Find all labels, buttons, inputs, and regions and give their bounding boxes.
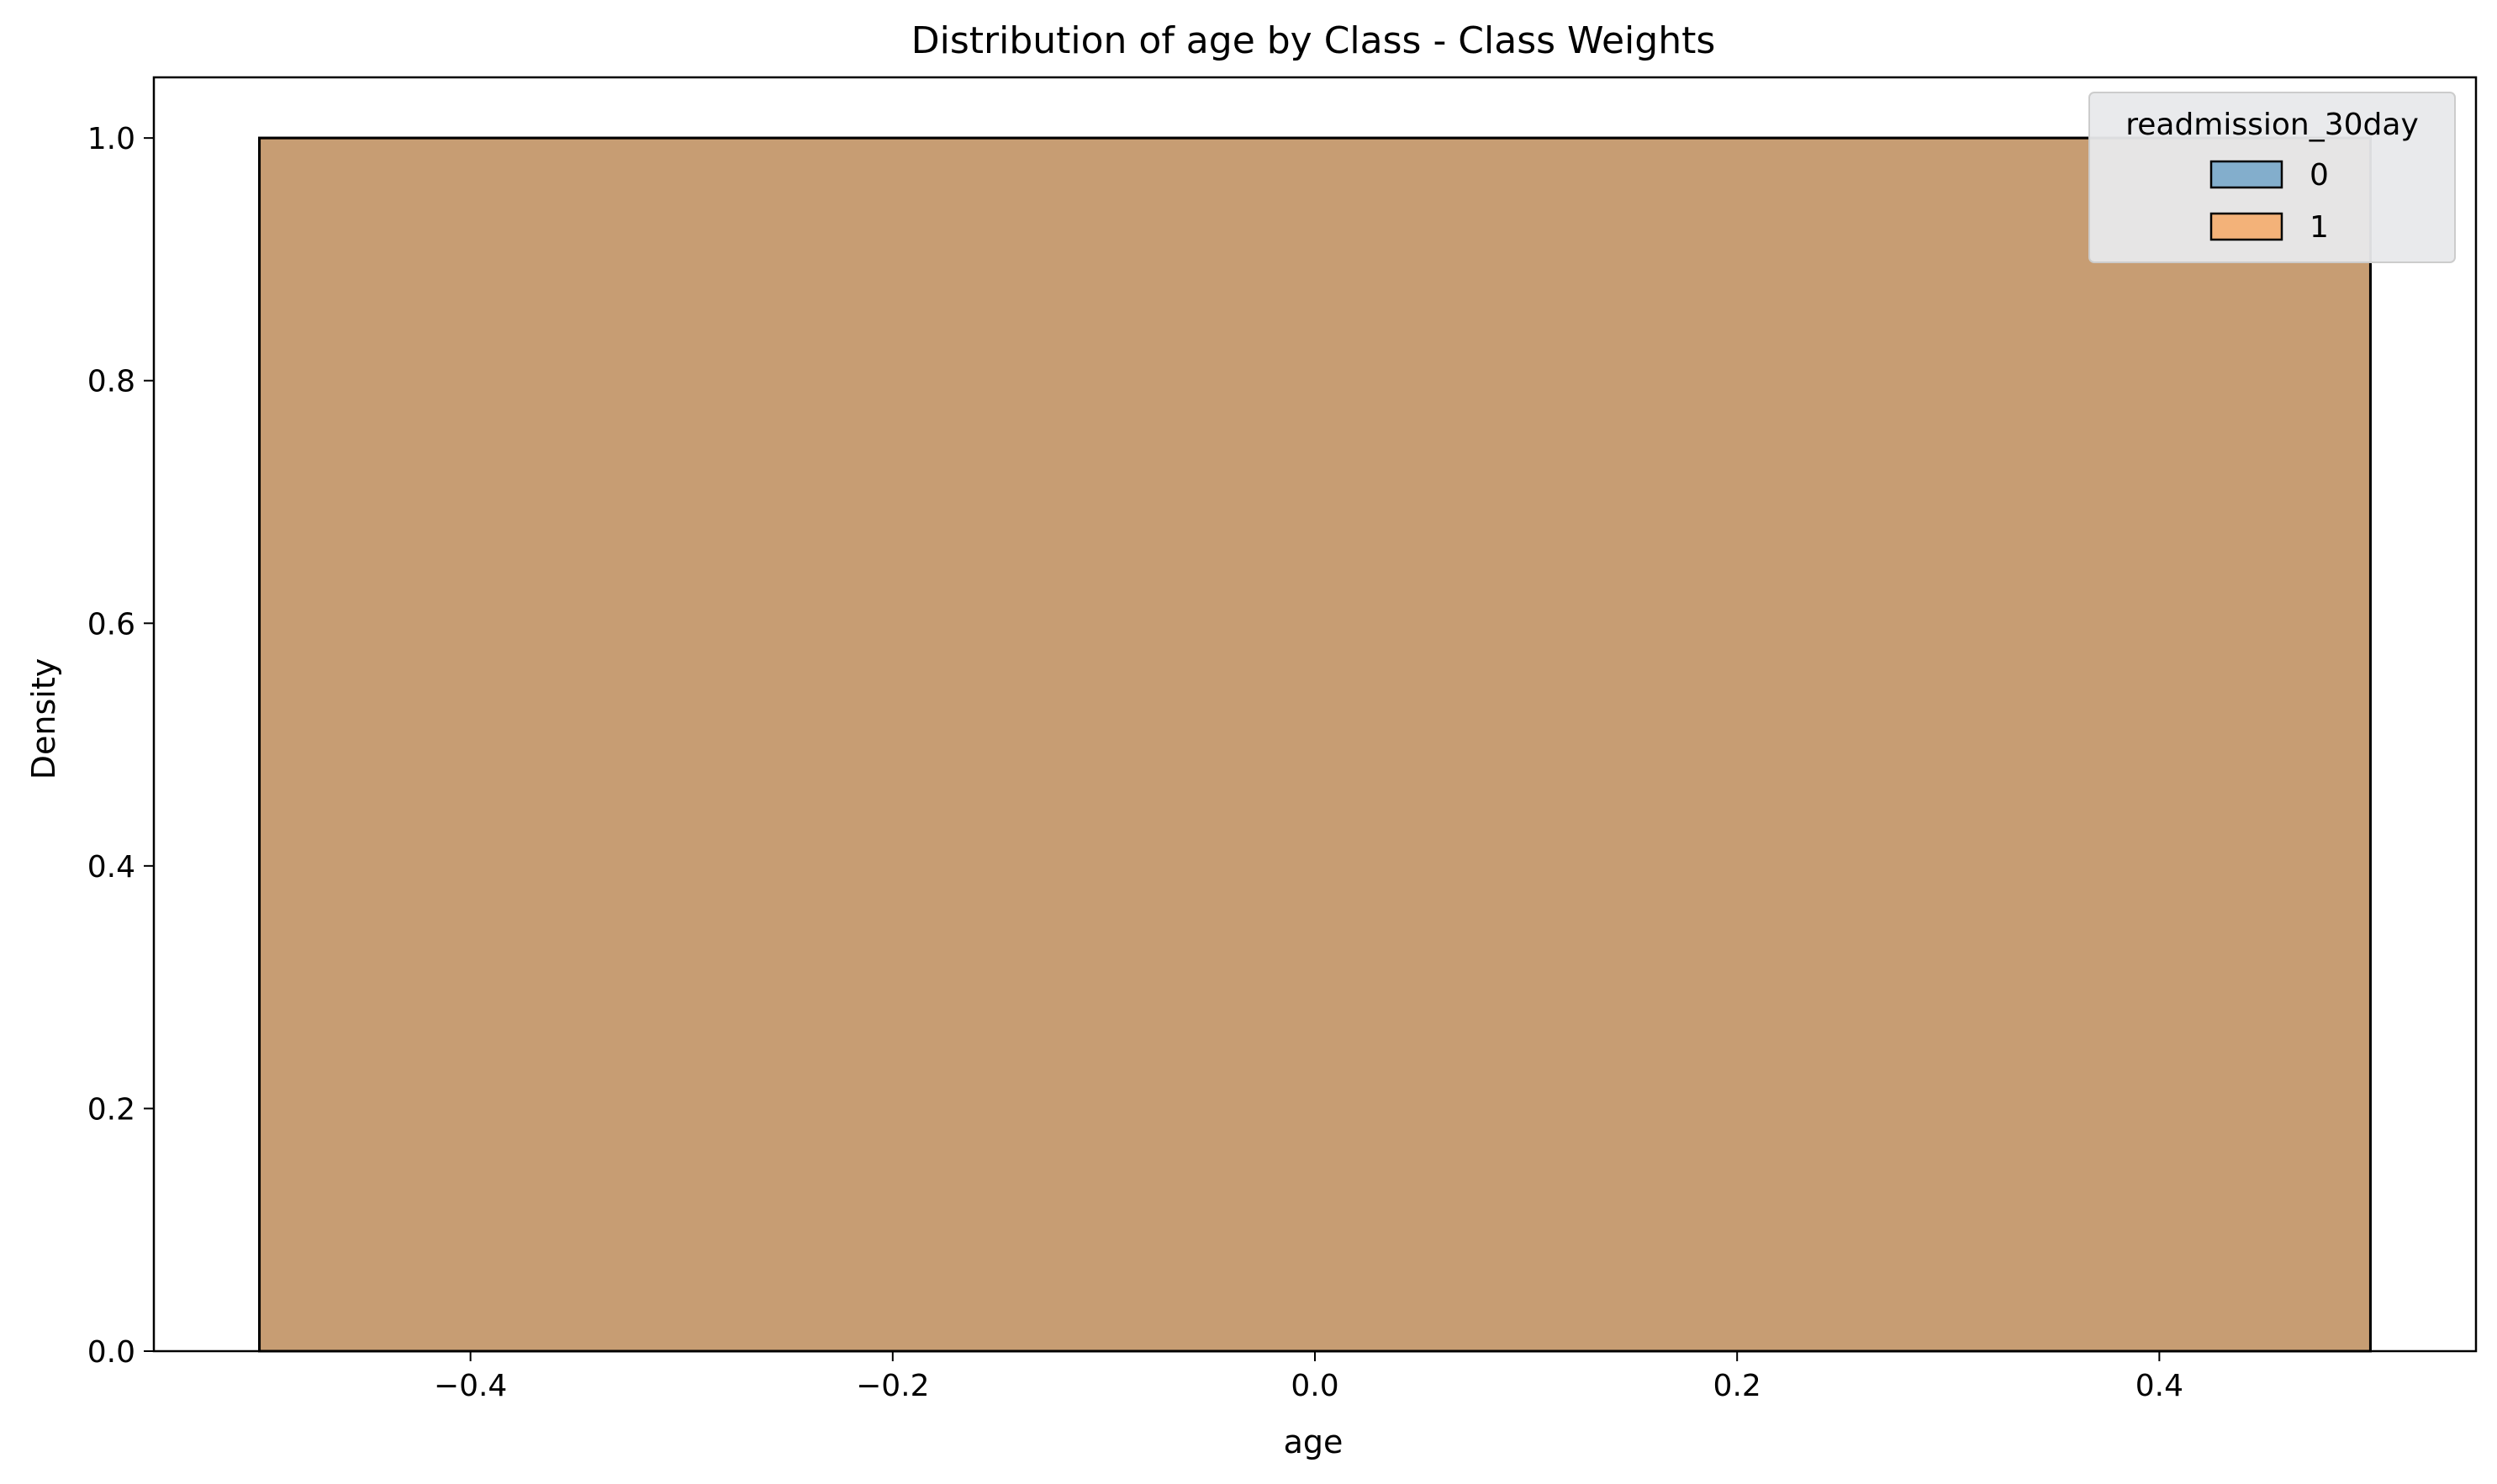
x-axis-label: age <box>1284 1423 1344 1460</box>
x-tick-label: −0.4 <box>434 1369 507 1403</box>
bars-layer <box>258 136 2372 1353</box>
y-tick-label: 0.8 <box>87 365 135 399</box>
y-tick-label: 0.2 <box>87 1092 135 1127</box>
x-tick-label: 0.2 <box>1713 1369 1761 1403</box>
x-axis-ticks: −0.4 −0.2 0.0 0.2 0.4 <box>434 1351 2183 1403</box>
x-tick-label: 0.0 <box>1291 1369 1338 1403</box>
y-axis-ticks: 0.0 0.2 0.4 0.6 0.8 1.0 <box>87 122 154 1370</box>
bar-series-1-bin-0 <box>258 136 2372 1353</box>
y-axis-label: Density <box>25 658 62 779</box>
x-tick-label: 0.4 <box>2135 1369 2183 1403</box>
legend-label-1: 1 <box>2310 210 2329 245</box>
legend: readmission_30day 0 1 <box>2088 92 2456 263</box>
y-tick-label: 0.0 <box>87 1335 135 1370</box>
legend-swatch-0 <box>2209 160 2283 189</box>
y-tick-label: 1.0 <box>87 122 135 156</box>
legend-title: readmission_30day <box>2125 108 2419 142</box>
y-tick-label: 0.4 <box>87 850 135 885</box>
y-tick-label: 0.6 <box>87 607 135 642</box>
chart-title: Distribution of age by Class - Class Wei… <box>911 19 1716 62</box>
legend-label-0: 0 <box>2310 158 2329 193</box>
legend-swatch-1 <box>2209 212 2283 241</box>
x-tick-label: −0.2 <box>856 1369 929 1403</box>
